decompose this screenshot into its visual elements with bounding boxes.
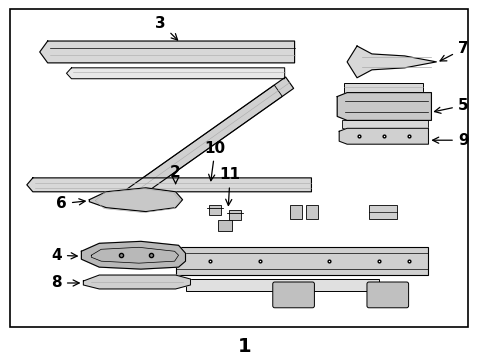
Polygon shape — [27, 178, 312, 192]
FancyBboxPatch shape — [273, 282, 315, 308]
Bar — [10, 9, 468, 327]
Bar — [290, 204, 301, 219]
Polygon shape — [83, 275, 191, 289]
Polygon shape — [347, 46, 437, 78]
Text: 6: 6 — [56, 196, 85, 211]
Polygon shape — [127, 77, 294, 201]
Polygon shape — [89, 188, 183, 212]
Text: 8: 8 — [51, 275, 79, 291]
Text: 9: 9 — [433, 133, 468, 148]
Text: 5: 5 — [435, 98, 468, 113]
FancyBboxPatch shape — [367, 282, 409, 308]
Text: 1: 1 — [238, 337, 252, 356]
Bar — [369, 204, 397, 219]
Polygon shape — [67, 68, 285, 79]
Bar — [186, 279, 379, 291]
Text: 2: 2 — [170, 166, 181, 184]
Bar — [306, 204, 318, 219]
Bar — [175, 247, 428, 275]
Polygon shape — [337, 93, 431, 120]
Text: 10: 10 — [205, 141, 226, 181]
Bar — [229, 210, 241, 220]
Bar — [218, 220, 232, 231]
Text: 3: 3 — [155, 16, 177, 40]
Bar — [342, 120, 428, 128]
Text: 7: 7 — [440, 41, 468, 61]
Text: 11: 11 — [220, 167, 241, 206]
Text: 4: 4 — [51, 248, 77, 263]
Polygon shape — [339, 128, 428, 144]
Polygon shape — [40, 41, 294, 63]
Polygon shape — [81, 241, 186, 269]
Bar — [349, 100, 418, 111]
Polygon shape — [138, 85, 282, 192]
Bar — [344, 83, 423, 95]
Bar — [209, 204, 221, 215]
